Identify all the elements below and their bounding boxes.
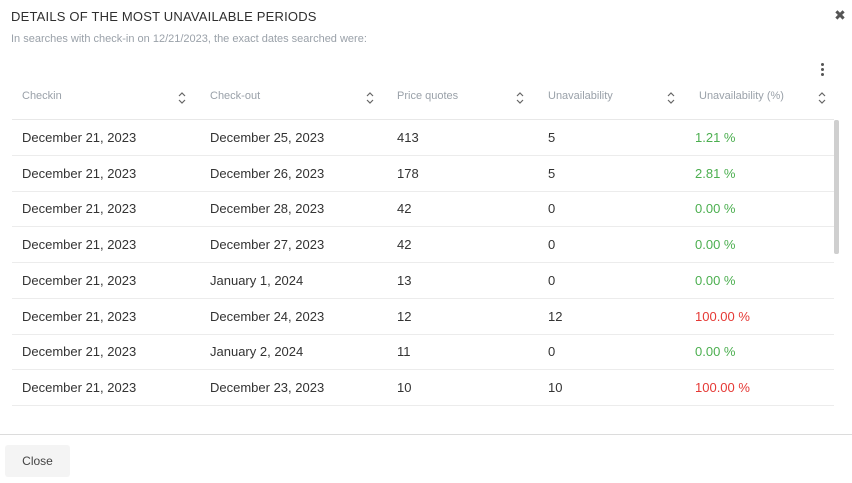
cell-checkout: December 24, 2023 xyxy=(210,308,325,324)
cell-unavailability: 5 xyxy=(548,130,556,145)
kebab-dot xyxy=(820,63,824,66)
cell-checkout: January 1, 2024 xyxy=(210,272,304,288)
cell-unavailability: 0 xyxy=(548,272,556,288)
cell-price-quotes: 13 xyxy=(397,272,412,288)
table-row[interactable]: December 21, 2023 December 25, 2023 413 5 1.… xyxy=(12,120,834,156)
cell-price-quotes: 10 xyxy=(397,379,412,395)
cell-price-quotes: 413 xyxy=(397,130,419,145)
cell-unavailability-pct: 1.21 % xyxy=(695,130,736,145)
cell-unavailability-pct: 100.00 % xyxy=(695,379,750,395)
cell-unavailability-pct: 100.00 % xyxy=(695,308,750,324)
close-icon[interactable]: ✖ xyxy=(834,7,846,23)
header-checkin[interactable]: Checkin xyxy=(22,90,62,102)
cell-unavailability-pct: 0.00 % xyxy=(695,344,736,360)
footer-divider xyxy=(0,434,852,435)
sort-icon[interactable] xyxy=(366,90,374,106)
cell-unavailability-pct: 0.00 % xyxy=(695,201,736,217)
cell-unavailability: 0 xyxy=(548,344,556,360)
cell-unavailability-pct: 0.00 % xyxy=(695,237,736,253)
sort-icon[interactable] xyxy=(178,90,186,106)
cell-checkin: December 21, 2023 xyxy=(22,272,137,288)
dialog-subtitle: In searches with check-in on 12/21/2023,… xyxy=(11,33,367,45)
more-options-icon[interactable] xyxy=(818,63,826,77)
header-checkout[interactable]: Check-out xyxy=(210,90,261,102)
cell-unavailability: 5 xyxy=(548,165,556,181)
dialog-title: DETAILS OF THE MOST UNAVAILABLE PERIODS xyxy=(11,9,317,24)
periods-table: Checkin Check-out Price quotes Unavailab… xyxy=(12,78,840,406)
cell-unavailability: 0 xyxy=(548,237,556,253)
cell-checkout: December 23, 2023 xyxy=(210,379,325,395)
table-row[interactable]: December 21, 2023 January 2, 2024 11 0 0.00 … xyxy=(12,334,834,371)
cell-price-quotes: 11 xyxy=(397,344,411,360)
header-price-quotes[interactable]: Price quotes xyxy=(397,90,459,102)
cell-checkin: December 21, 2023 xyxy=(22,130,137,145)
cell-unavailability: 12 xyxy=(548,308,563,324)
close-button[interactable]: Close xyxy=(5,445,70,477)
cell-price-quotes: 42 xyxy=(397,201,412,217)
cell-price-quotes: 178 xyxy=(397,165,419,181)
sort-icon[interactable] xyxy=(667,90,675,106)
cell-checkin: December 21, 2023 xyxy=(22,201,137,217)
sort-icon[interactable] xyxy=(516,90,524,106)
table-row[interactable]: December 21, 2023 December 23, 2023 10 10 10… xyxy=(12,370,834,406)
header-unavailability-pct[interactable]: Unavailability (%) xyxy=(699,90,784,102)
cell-checkout: December 25, 2023 xyxy=(210,130,325,145)
cell-checkin: December 21, 2023 xyxy=(22,237,137,253)
cell-checkin: December 21, 2023 xyxy=(22,344,137,360)
cell-checkin: December 21, 2023 xyxy=(22,165,137,181)
kebab-dot xyxy=(820,68,824,71)
cell-checkout: January 2, 2024 xyxy=(210,344,304,360)
kebab-dot xyxy=(820,73,824,76)
cell-checkout: December 26, 2023 xyxy=(210,165,325,181)
table-header: Checkin Check-out Price quotes Unavailab… xyxy=(12,78,834,120)
cell-unavailability-pct: 2.81 % xyxy=(695,165,736,181)
table-row[interactable]: December 21, 2023 December 28, 2023 42 0 0.0… xyxy=(12,191,834,228)
cell-checkout: December 27, 2023 xyxy=(210,237,325,253)
cell-checkin: December 21, 2023 xyxy=(22,308,137,324)
cell-price-quotes: 12 xyxy=(397,308,412,324)
header-unavailability[interactable]: Unavailability xyxy=(548,90,613,102)
cell-unavailability: 10 xyxy=(548,379,563,395)
cell-checkout: December 28, 2023 xyxy=(210,201,325,217)
table-row[interactable]: December 21, 2023 January 1, 2024 13 0 0.00 … xyxy=(12,263,834,299)
cell-unavailability: 0 xyxy=(548,201,556,217)
table-row[interactable]: December 21, 2023 December 24, 2023 12 12 10… xyxy=(12,299,834,335)
cell-price-quotes: 42 xyxy=(397,237,412,253)
sort-icon[interactable] xyxy=(818,90,826,106)
table-scrollbar[interactable] xyxy=(834,120,839,254)
table-row[interactable]: December 21, 2023 December 26, 2023 178 5 2.… xyxy=(12,156,834,192)
table-row[interactable]: December 21, 2023 December 27, 2023 42 0 0.0… xyxy=(12,227,834,264)
cell-unavailability-pct: 0.00 % xyxy=(695,272,736,288)
cell-checkin: December 21, 2023 xyxy=(22,379,137,395)
